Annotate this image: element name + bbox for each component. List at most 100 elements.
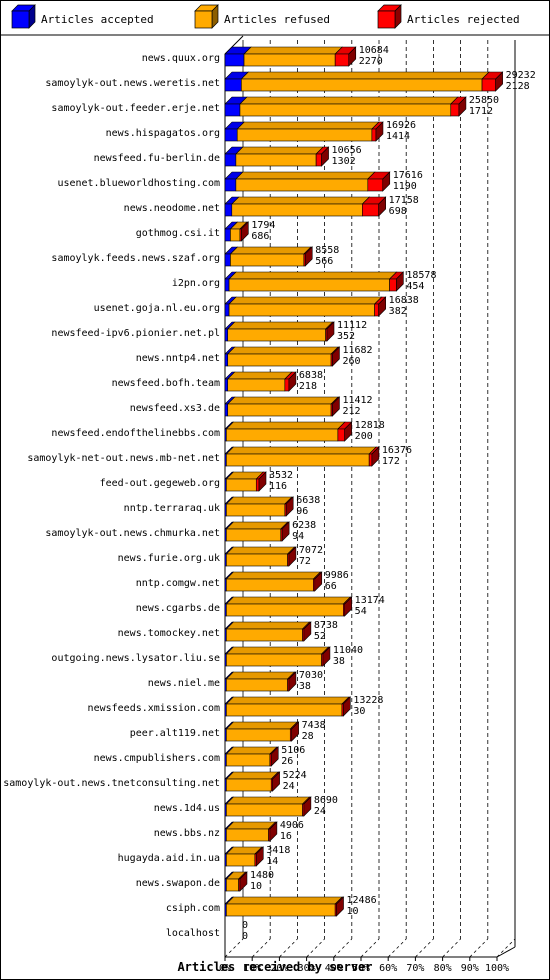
bar-segment-articles-refused: [241, 78, 483, 92]
bar-row: [224, 96, 467, 117]
value-label-line2: 14: [266, 856, 278, 867]
bar-row: [224, 121, 384, 142]
bar-segment-articles-refused: [226, 878, 239, 892]
bar-segment-articles-refused: [228, 303, 375, 317]
bar-side-face: [303, 621, 312, 642]
value-label-line1: 1480: [250, 870, 274, 881]
bar-segment-articles-refused: [235, 153, 317, 167]
bar-segment-top-articles-refused: [228, 271, 398, 280]
bar-row: [224, 196, 387, 217]
bar-segment-articles-refused: [226, 578, 314, 592]
bar-segment-articles-refused: [226, 678, 288, 692]
bar-segment-top-articles-refused: [229, 246, 312, 255]
value-label-line2: 28: [302, 731, 314, 742]
value-label-line2: 52: [314, 631, 326, 642]
category-label: newsfeeds.xmission.com: [88, 703, 220, 714]
bar-side-face: [332, 396, 340, 417]
value-label-line1: 10684: [359, 45, 389, 56]
value-label-line2: 566: [315, 256, 333, 267]
value-label-line2: 2270: [359, 56, 383, 67]
category-label: news.tomockey.net: [118, 628, 220, 639]
legend-swatch: [11, 10, 30, 29]
value-label-line2: 94: [292, 531, 304, 542]
bar-row: [224, 521, 290, 542]
bar-segment-top-articles-refused: [228, 296, 383, 305]
value-label-line1: 18578: [406, 270, 436, 281]
category-label: samoylyk-net-out.news.mb-net.net: [27, 453, 220, 464]
value-label-line1: 8690: [314, 795, 338, 806]
bar-row: [224, 796, 312, 817]
category-label: newsfeed.xs3.de: [130, 403, 220, 414]
bar-segment-articles-refused: [226, 603, 344, 617]
bar-segment-articles-rejected: [255, 478, 260, 492]
value-label-line1: 5106: [281, 745, 305, 756]
bar-segment-articles-refused: [227, 353, 332, 367]
bar-row: [224, 396, 341, 417]
value-label-line1: 13174: [355, 595, 385, 606]
category-label: feed-out.gegeweb.org: [100, 478, 220, 489]
bar-segment-top-articles-refused: [225, 571, 322, 580]
bar-row: [224, 296, 387, 317]
value-label-line1: 5224: [283, 770, 307, 781]
category-label: news.niel.me: [148, 678, 220, 689]
x-tick-label: 60%: [379, 963, 397, 974]
bar-segment-top-articles-refused: [226, 321, 334, 330]
category-label: news.quux.org: [142, 53, 220, 64]
x-tick-label: 20%: [270, 963, 288, 974]
bar-segment-top-articles-refused: [225, 446, 377, 455]
bar-segment-top-articles-refused: [226, 396, 339, 405]
bar-segment-top-articles-refused: [225, 896, 343, 905]
bar-side-face: [241, 221, 249, 242]
bar-segment-top-articles-refused: [225, 421, 346, 430]
value-label-line1: 11412: [342, 395, 372, 406]
bar-segment-articles-rejected: [337, 428, 345, 442]
value-label-line2: 38: [333, 656, 345, 667]
value-label-line1: 10656: [332, 145, 362, 156]
value-label-line1: 16838: [389, 295, 419, 306]
value-label-line1: 4906: [280, 820, 304, 831]
bar-side-face: [343, 696, 351, 717]
value-label-line2: 16: [280, 831, 292, 842]
floor-line-30: [306, 938, 325, 958]
bar-segment-top-articles-refused: [225, 596, 352, 605]
value-label-line1: 11112: [337, 320, 367, 331]
bar-segment-articles-accepted: [224, 353, 229, 367]
category-label: news.swapon.de: [136, 878, 220, 889]
x-axis-end-diagonal: [496, 946, 516, 958]
legend-item-articles-accepted: Articles accepted: [11, 4, 154, 29]
bar-segment-articles-refused: [226, 828, 269, 842]
bar-segment-articles-rejected: [450, 103, 460, 117]
floor-line-60: [387, 938, 407, 958]
value-label-line1: 7438: [302, 720, 326, 731]
value-label-line2: 382: [389, 306, 407, 317]
legend: Articles accepted Articles refused Article…: [11, 4, 520, 29]
value-label-line2: 72: [299, 556, 311, 567]
bar-row: [224, 746, 279, 767]
bar-side-face: [321, 146, 329, 167]
bar-side-face: [332, 346, 340, 367]
value-label-line1: 29232: [506, 70, 536, 81]
category-label: newsfeed-ipv6.pionier.net.pl: [51, 328, 220, 339]
value-label-line1: 16926: [386, 120, 416, 131]
category-label: news.cmpublishers.com: [94, 753, 220, 764]
bar-segment-articles-accepted: [224, 328, 229, 342]
floor-line-50: [360, 938, 380, 958]
value-label-line1: 25850: [469, 95, 499, 106]
bar-row: [224, 321, 335, 342]
bar-segment-top-articles-refused: [225, 646, 330, 655]
bar-segment-articles-rejected: [362, 203, 379, 217]
value-label-line2: 1302: [332, 156, 356, 167]
bar-segment-articles-accepted: [224, 53, 245, 67]
bar-segment-articles-refused: [235, 178, 369, 192]
legend-item-articles-refused: Articles refused: [194, 4, 330, 29]
bar-row: [224, 271, 405, 292]
x-tick-label: 30%: [298, 963, 316, 974]
bar-segment-articles-refused: [226, 653, 322, 667]
bar-side-face: [348, 46, 357, 67]
bar-segment-articles-refused: [231, 203, 363, 217]
bar-side-face: [344, 421, 352, 442]
bar-segment-top-articles-refused: [236, 121, 380, 130]
value-label-line2: 54: [355, 606, 367, 617]
value-label-line2: 0: [242, 931, 248, 942]
